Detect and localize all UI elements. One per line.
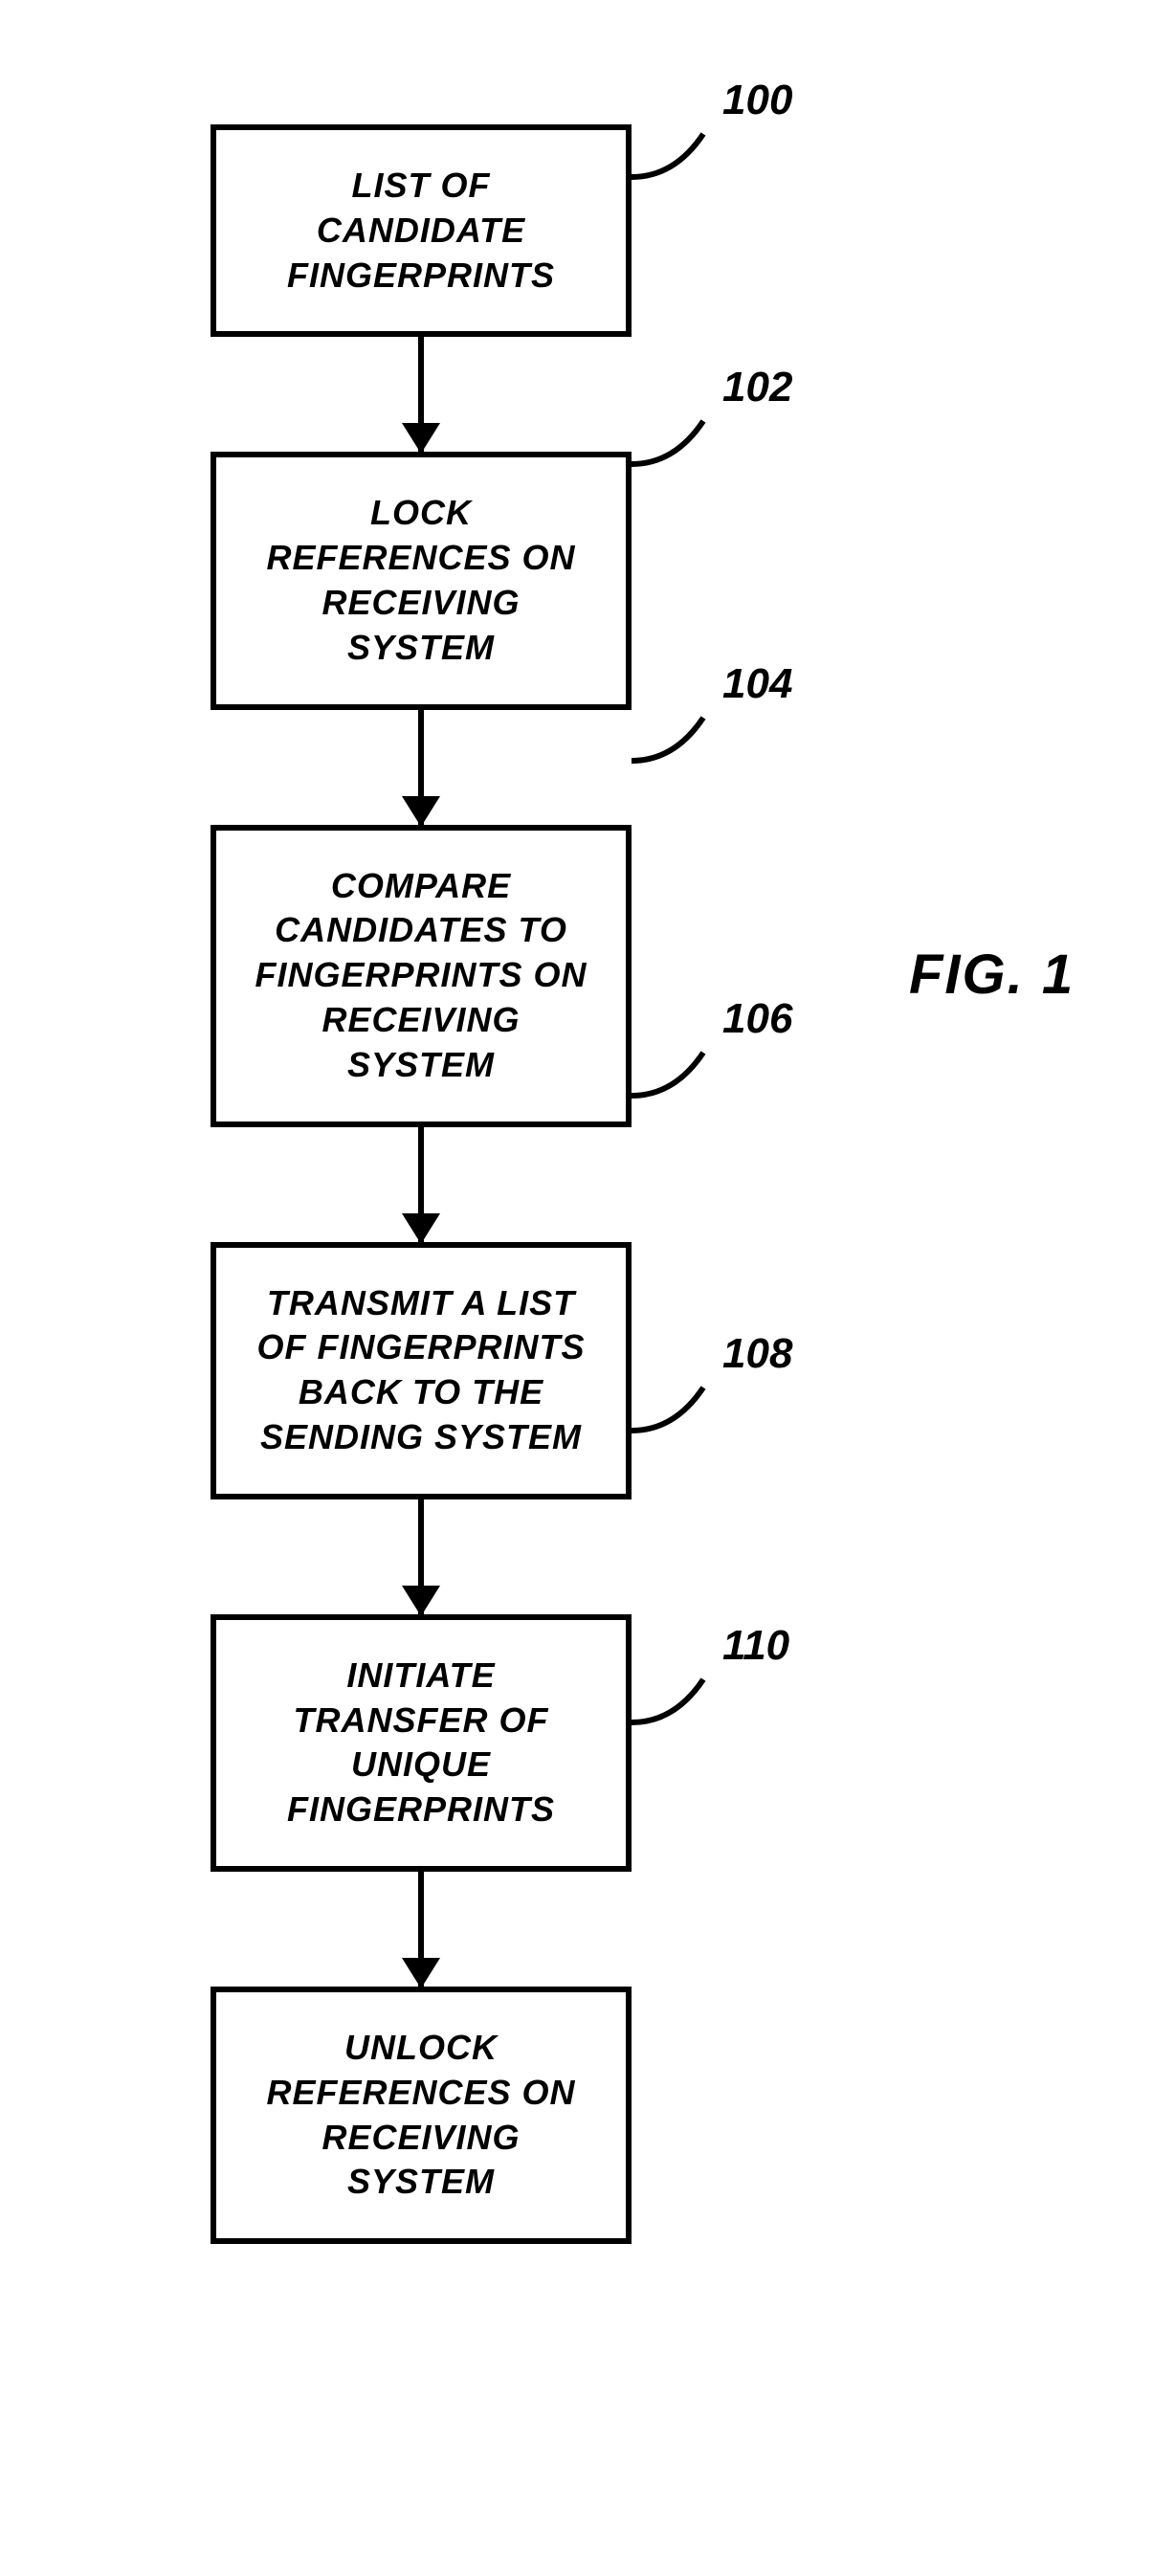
flowchart-node: INITIATE TRANSFER OF UNIQUE FINGERPRINTS [211, 1614, 632, 1872]
leader-line [632, 402, 746, 488]
node-label: TRANSMIT A LIST OF FINGERPRINTS BACK TO … [245, 1281, 597, 1460]
leader-line [632, 115, 746, 201]
arrow-icon [418, 1499, 424, 1614]
flowchart: LIST OF CANDIDATE FINGERPRINTS 100 LOCK … [211, 124, 785, 2244]
node-label: UNLOCK REFERENCES ON RECEIVING SYSTEM [245, 2026, 597, 2205]
arrow-icon [418, 1127, 424, 1242]
leader-line [632, 1368, 746, 1455]
leader-line [632, 1033, 746, 1120]
node-label: INITIATE TRANSFER OF UNIQUE FINGERPRINTS [245, 1654, 597, 1832]
node-label: COMPARE CANDIDATES TO FINGERPRINTS ON RE… [245, 864, 597, 1088]
node-label: LIST OF CANDIDATE FINGERPRINTS [245, 164, 597, 298]
node-label: LOCK REFERENCES ON RECEIVING SYSTEM [245, 491, 597, 670]
arrow-icon [418, 710, 424, 825]
figure-label: FIG. 1 [909, 943, 1075, 1007]
flowchart-node: TRANSMIT A LIST OF FINGERPRINTS BACK TO … [211, 1242, 632, 1499]
arrow-container [211, 1872, 632, 1987]
arrow-container [211, 1127, 632, 1242]
arrow-icon [418, 337, 424, 452]
flowchart-node: UNLOCK REFERENCES ON RECEIVING SYSTEM [211, 1987, 632, 2244]
leader-line [632, 699, 746, 785]
arrow-container [211, 710, 632, 825]
flowchart-node: LOCK REFERENCES ON RECEIVING SYSTEM [211, 452, 632, 709]
arrow-icon [418, 1872, 424, 1987]
arrow-container [211, 1499, 632, 1614]
flowchart-node: COMPARE CANDIDATES TO FINGERPRINTS ON RE… [211, 825, 632, 1127]
arrow-container [211, 337, 632, 452]
flowchart-node: LIST OF CANDIDATE FINGERPRINTS [211, 124, 632, 337]
leader-line [632, 1660, 746, 1746]
